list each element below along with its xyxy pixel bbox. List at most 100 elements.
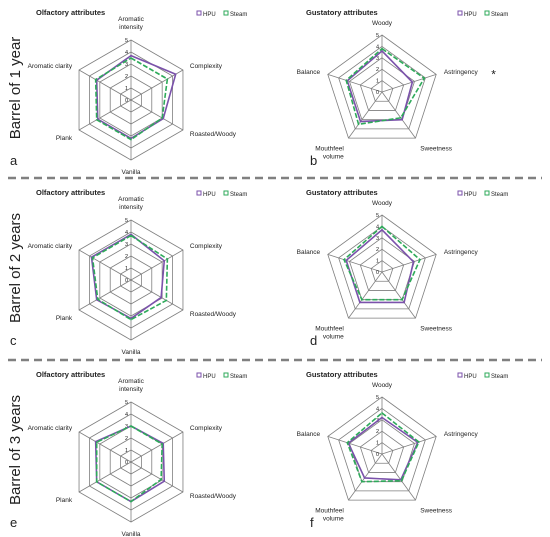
grid-spoke [327, 74, 383, 93]
grid-spoke [130, 249, 184, 281]
data-point-hpu-aromatic-intensity [130, 54, 132, 57]
series-line-steam [91, 234, 169, 321]
data-point-steam-mouthfeel-volume [361, 480, 363, 483]
grid-spoke [348, 91, 383, 139]
grid-spoke [78, 99, 132, 131]
tick-label: 5 [125, 218, 128, 224]
radar-panel-f: Gustatory attributes HPU Steamf012345Woody… [297, 370, 509, 530]
data-point-hpu-astringency [412, 260, 415, 263]
legend-label-hpu: HPU [464, 374, 477, 380]
legend-label-steam: Steam [491, 192, 508, 198]
grid-ring [327, 214, 437, 319]
tick-label: 0 [376, 452, 379, 458]
legend-label-steam: Steam [491, 12, 508, 18]
data-point-steam-plank [95, 119, 98, 121]
data-point-steam-mouthfeel-volume [357, 123, 360, 126]
tick-label: 0 [125, 278, 128, 284]
axis-label-astringency: Astringency [444, 249, 479, 256]
panel-letter: f [310, 515, 314, 530]
legend-swatch-hpu [457, 372, 463, 378]
axis-label-mouthfeel-volume-line1: Mouthfeel [315, 508, 344, 515]
data-point-hpu-woody [381, 416, 383, 419]
grid-spoke [327, 254, 383, 273]
data-point-hpu-sweetness [403, 301, 405, 304]
significance-mark: * [491, 67, 496, 81]
data-point-steam-sweetness [401, 298, 403, 301]
data-point-hpu-woody [381, 50, 383, 52]
radar-panel-b: Gustatory attributes HPU Steam b 0 1 2 3 4 5 Woody… [297, 8, 509, 168]
tick-label: 5 [125, 38, 128, 44]
data-point-hpu-woody [381, 229, 383, 231]
legend-label-hpu: HPU [203, 12, 216, 18]
axis-label-aromatic-clarity: Aromatic clarity [28, 425, 73, 432]
legend-swatch-steam [223, 10, 229, 16]
grid-ring [370, 260, 394, 282]
series-line-steam [345, 47, 426, 126]
tick-label: 0 [125, 460, 128, 466]
radar-panel-c: Olfactory attributes HPU Steam c 0 1 2 3 4 5 Aroma… [10, 188, 247, 356]
grid-spoke [78, 249, 132, 281]
grid-ring [349, 57, 415, 121]
panel-title: Olfactory attributes [36, 8, 105, 17]
grid-ring [370, 80, 394, 102]
tick-label: 5 [376, 395, 379, 401]
data-point-steam-plank [95, 481, 98, 483]
legend: HPU Steam [457, 372, 508, 380]
data-point-steam-astringency [423, 77, 426, 80]
series-line-hpu [346, 49, 414, 123]
axis-label-aromatic-clarity: Aromatic clarity [28, 243, 73, 250]
data-point-hpu-astringency [411, 81, 414, 83]
axis-label-aromatic-intensity-line1: Aromatic [118, 378, 144, 385]
axis-label-complexity: Complexity [190, 425, 223, 432]
grid-spoke [381, 91, 416, 139]
axis-label-vanilla: Vanilla [121, 349, 140, 356]
data-point-steam-woody [381, 47, 383, 50]
tick-label: 5 [125, 400, 128, 406]
data-point-steam-mouthfeel-volume [361, 298, 363, 301]
data-point-steam-complexity [166, 258, 169, 260]
data-point-steam-aromatic-clarity [95, 441, 98, 444]
data-point-steam-balance [345, 79, 348, 82]
legend-label-steam: Steam [230, 374, 247, 380]
legend-label-steam: Steam [230, 192, 247, 198]
axis-label-aromatic-intensity-line1: Aromatic [118, 196, 144, 203]
grid-spoke [348, 271, 383, 319]
legend: HPU Steam [457, 10, 508, 18]
axis-label-roasted-woody: Roasted/Woody [190, 311, 237, 318]
data-point-steam-sweetness [399, 117, 402, 119]
tick-label: 4 [376, 44, 379, 50]
tick-label: 1 [376, 441, 379, 447]
tick-label: 3 [125, 62, 128, 68]
tick-label: 4 [125, 230, 128, 236]
series-line-steam [343, 225, 421, 301]
grid-spoke [381, 436, 437, 455]
data-point-steam-balance [343, 258, 345, 261]
axis-label-roasted-woody: Roasted/Woody [190, 493, 237, 500]
tick-label: 4 [376, 406, 379, 412]
tick-label: 3 [125, 424, 128, 430]
tick-label: 4 [376, 224, 379, 230]
axis-label-balance: Balance [297, 69, 321, 76]
axis-label-sweetness: Sweetness [420, 326, 453, 333]
panel-letter: c [10, 333, 17, 348]
data-point-hpu-mouthfeel-volume [359, 301, 361, 304]
data-point-steam-aromatic-clarity [94, 78, 97, 81]
legend-swatch-steam [484, 372, 490, 378]
legend-swatch-steam [223, 190, 229, 196]
grid-ring [327, 396, 437, 501]
axis-label-balance: Balance [297, 431, 321, 438]
tick-label: 2 [125, 254, 128, 260]
grid-spoke [78, 461, 132, 493]
tick-label: 2 [376, 247, 379, 253]
radar-panel-a: Olfactory attributes HPU Steam a 0 1 2 3 4 5 Aroma… [10, 8, 247, 176]
axis-label-mouthfeel-volume-line1: Mouthfeel [315, 326, 344, 333]
grid-spoke [327, 436, 383, 455]
data-point-hpu-aromatic-intensity [130, 233, 132, 236]
panel-title: Olfactory attributes [36, 370, 105, 379]
tick-label: 5 [376, 213, 379, 219]
grid-ring [359, 248, 405, 291]
grid-ring [370, 442, 394, 464]
data-point-steam-woody [381, 412, 383, 414]
axis-label-mouthfeel-volume-line2: volume [323, 334, 344, 341]
